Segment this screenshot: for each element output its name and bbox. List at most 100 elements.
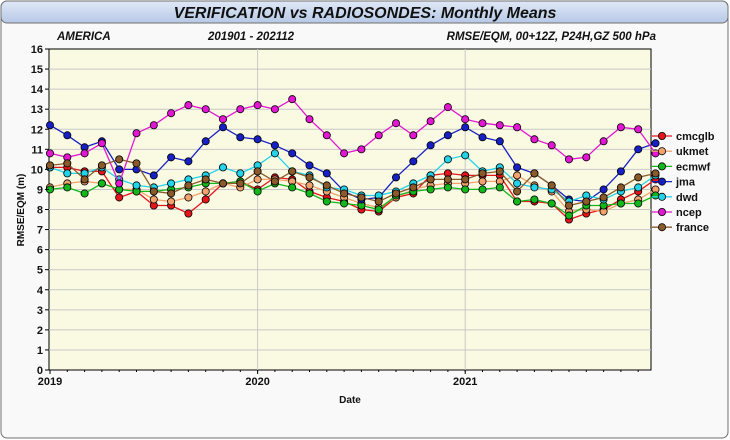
data-point xyxy=(167,153,176,162)
data-point xyxy=(495,167,504,176)
data-point xyxy=(253,101,262,110)
y-tick-label: 4 xyxy=(37,285,44,297)
region-label: AMERICA xyxy=(56,31,111,43)
data-point xyxy=(253,175,262,184)
data-point xyxy=(443,155,452,164)
data-point xyxy=(513,197,522,206)
data-point xyxy=(184,157,193,166)
y-axis-label: RMSE/EQM (m) xyxy=(16,174,27,247)
data-point xyxy=(461,115,470,124)
data-point xyxy=(513,163,522,172)
data-point xyxy=(80,149,89,158)
data-point xyxy=(409,131,418,140)
data-point xyxy=(443,183,452,192)
data-point xyxy=(513,171,522,180)
series-layer xyxy=(46,95,660,224)
data-point xyxy=(478,169,487,178)
legend-marker xyxy=(658,177,667,186)
legend-label: cmcglb xyxy=(676,131,715,143)
data-point xyxy=(167,197,176,206)
data-point xyxy=(340,149,349,158)
data-point xyxy=(80,175,89,184)
data-point xyxy=(97,179,106,188)
data-point xyxy=(443,103,452,112)
data-point xyxy=(634,125,643,134)
data-point xyxy=(426,141,435,150)
legend-item-ecmwf: ecmwf xyxy=(652,161,711,173)
data-point xyxy=(115,193,124,202)
data-point xyxy=(236,169,245,178)
data-point xyxy=(167,189,176,198)
data-point xyxy=(322,181,331,190)
data-point xyxy=(340,199,349,208)
data-point xyxy=(201,187,210,196)
legend-label: jma xyxy=(675,177,696,189)
data-point xyxy=(270,105,279,114)
y-tick-label: 6 xyxy=(37,245,43,257)
data-point xyxy=(461,123,470,132)
data-point xyxy=(288,149,297,158)
data-point xyxy=(547,181,556,190)
data-point xyxy=(218,123,227,132)
y-tick-label: 10 xyxy=(31,164,43,176)
data-point xyxy=(616,199,625,208)
y-tick-label: 9 xyxy=(37,184,43,196)
data-point xyxy=(530,183,539,192)
data-point xyxy=(201,137,210,146)
metric-label: RMSE/EQM, 00+12Z, P24H,GZ 500 hPa xyxy=(447,31,657,43)
data-point xyxy=(149,171,158,180)
data-point xyxy=(115,155,124,164)
legend: cmcglb ukmet ecmwf jma dwd ncep france xyxy=(652,131,715,234)
data-point xyxy=(478,185,487,194)
data-point xyxy=(184,209,193,218)
data-point xyxy=(63,131,72,140)
legend-marker xyxy=(658,162,667,171)
data-point xyxy=(651,191,660,200)
data-point xyxy=(443,131,452,140)
data-point xyxy=(322,169,331,178)
data-point xyxy=(305,181,314,190)
data-point xyxy=(374,131,383,140)
x-tick-label: 2021 xyxy=(453,376,477,388)
y-tick-label: 1 xyxy=(37,345,43,357)
data-point xyxy=(374,205,383,214)
data-point xyxy=(184,193,193,202)
y-tick-label: 3 xyxy=(37,305,43,317)
data-point xyxy=(288,183,297,192)
data-point xyxy=(132,129,141,138)
data-point xyxy=(149,187,158,196)
data-point xyxy=(270,177,279,186)
data-point xyxy=(115,165,124,174)
legend-item-cmcglb: cmcglb xyxy=(652,131,715,143)
data-point xyxy=(236,179,245,188)
data-point xyxy=(634,173,643,182)
data-point xyxy=(391,189,400,198)
data-point xyxy=(495,183,504,192)
data-point xyxy=(201,105,210,114)
x-tick-label: 2020 xyxy=(245,376,269,388)
data-point xyxy=(132,159,141,168)
data-point xyxy=(80,189,89,198)
data-point xyxy=(651,139,660,148)
y-tick-label: 2 xyxy=(37,325,43,337)
data-point xyxy=(374,197,383,206)
data-point xyxy=(478,119,487,128)
data-point xyxy=(409,183,418,192)
data-point xyxy=(253,167,262,176)
y-tick-label: 15 xyxy=(31,64,43,76)
data-point xyxy=(599,185,608,194)
data-point xyxy=(634,183,643,192)
data-point xyxy=(63,183,72,192)
legend-label: ecmwf xyxy=(676,161,711,173)
y-tick-label: 13 xyxy=(31,104,43,116)
series-france xyxy=(46,155,660,210)
data-point xyxy=(634,199,643,208)
legend-label: dwd xyxy=(676,192,698,204)
legend-label: ncep xyxy=(676,207,702,219)
legend-item-ukmet: ukmet xyxy=(652,146,709,158)
data-point xyxy=(599,193,608,202)
data-point xyxy=(305,189,314,198)
chart-title: VERIFICATION vs RADIOSONDES: Monthly Mea… xyxy=(174,5,557,22)
